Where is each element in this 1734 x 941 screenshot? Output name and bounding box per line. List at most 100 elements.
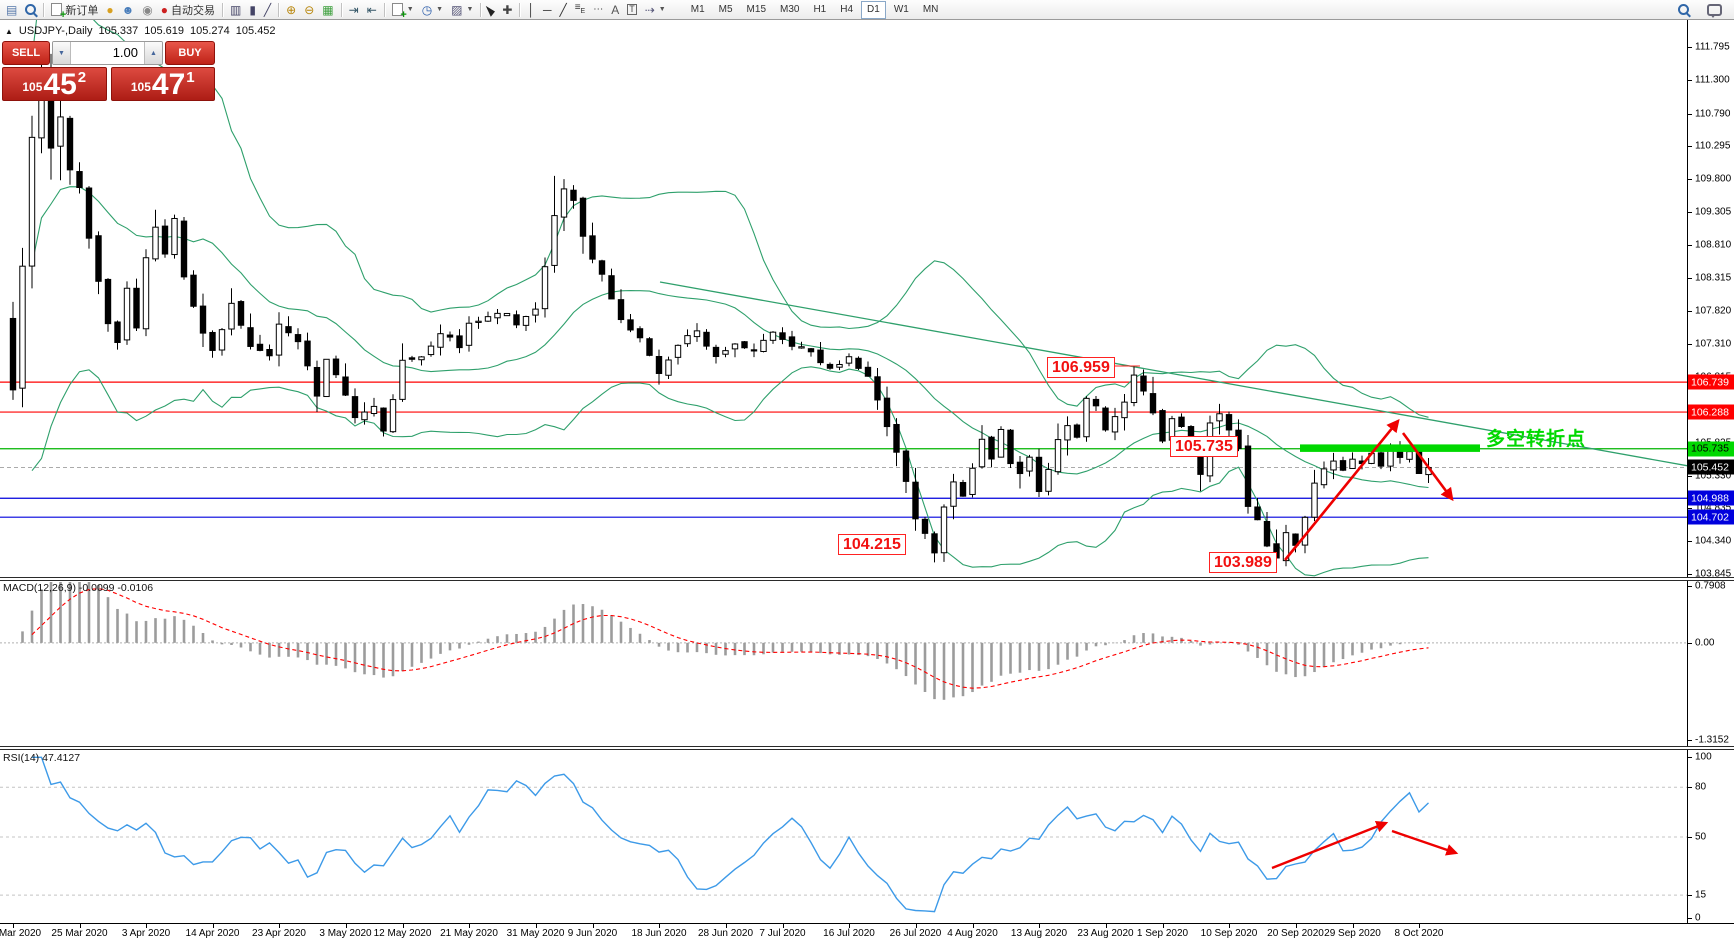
tick bbox=[1688, 212, 1692, 214]
search-window-button[interactable] bbox=[22, 2, 39, 18]
vertical-line-tool-button[interactable]: │ bbox=[524, 2, 538, 18]
text-tool-icon: A bbox=[611, 2, 620, 17]
macd-signal-line bbox=[31, 588, 1429, 689]
candlestick-button[interactable]: ▮ bbox=[246, 2, 259, 18]
tile-windows-icon: ▦ bbox=[322, 2, 334, 17]
sell-price-box[interactable]: 105 45 2 bbox=[2, 67, 107, 101]
volume-input[interactable]: 1.00 bbox=[112, 45, 138, 60]
zoom-in-icon: ⊕ bbox=[286, 2, 297, 17]
date-tick bbox=[1039, 924, 1040, 928]
timeframe-w1[interactable]: W1 bbox=[893, 3, 909, 15]
timeframe-m30[interactable]: M30 bbox=[780, 3, 800, 15]
toolbar-separator bbox=[340, 2, 342, 17]
price-tick-108.315: 108.315 bbox=[1695, 272, 1732, 284]
timeframe-m15[interactable]: M15 bbox=[746, 3, 766, 15]
text-label-tool-button[interactable]: T bbox=[624, 2, 640, 18]
date-label: 29 Sep 2020 bbox=[1324, 928, 1381, 939]
date-label: 3 Apr 2020 bbox=[121, 928, 171, 939]
template-icon: ▨ bbox=[451, 2, 463, 17]
equidistant-channel-tool-button[interactable]: ≡E bbox=[572, 2, 589, 18]
descending-trendline bbox=[659, 281, 1687, 467]
vertical-line-icon: │ bbox=[527, 2, 535, 17]
trendline-icon: ╱ bbox=[559, 2, 567, 17]
toolbar-separator bbox=[480, 2, 482, 17]
tick bbox=[1688, 757, 1692, 758]
volume-increase-button[interactable]: ▲ bbox=[144, 42, 162, 64]
channel-icon: ≡E bbox=[574, 1, 586, 15]
rsi-panel-divider[interactable] bbox=[0, 746, 1734, 750]
rsi-tick-0: 0 bbox=[1695, 912, 1701, 924]
bollinger-lower bbox=[31, 366, 1429, 577]
zoom-in-button[interactable]: ⊕ bbox=[283, 2, 299, 18]
one-click-trading-panel: SELL ▼ 1.00 ▲ BUY 105 45 2 105 47 1 bbox=[2, 41, 215, 101]
trendline-tool-button[interactable]: ╱ bbox=[556, 2, 569, 18]
toolbar-separator bbox=[221, 2, 223, 17]
price-axis[interactable]: 111.795 111.300 110.790 110.295 109.800 109.3… bbox=[1687, 20, 1734, 924]
volume-decrease-button[interactable]: ▼ bbox=[53, 42, 71, 64]
signals-button[interactable]: ◉ bbox=[139, 2, 155, 18]
symbol-header: ▲ USDJPY-,Daily 105.337 105.619 105.274 … bbox=[5, 25, 276, 37]
fibonacci-tool-button[interactable]: ⋯ bbox=[590, 2, 606, 18]
volume-control: ▼ 1.00 ▲ bbox=[52, 41, 163, 65]
rsi-indicator-label: RSI(14) 47.4127 bbox=[3, 752, 81, 764]
new-order-button[interactable]: 新订单 bbox=[48, 2, 101, 21]
zoom-out-icon: ⊖ bbox=[304, 2, 315, 17]
deposit-button[interactable]: ● bbox=[103, 2, 116, 18]
auto-trading-button[interactable]: ● 自动交易 bbox=[158, 2, 218, 18]
sell-price-point: 2 bbox=[77, 69, 87, 86]
chart-price-label-105.735: 105.735 bbox=[1170, 436, 1238, 457]
rsi-line bbox=[32, 756, 1429, 913]
tile-windows-button[interactable]: ▦ bbox=[319, 2, 336, 18]
timeframe-bar: M1 M5 M15 M30 H1 H4 D1 W1 MN bbox=[684, 0, 946, 19]
arrows-tool-icon: ⇢ bbox=[644, 2, 655, 17]
turning-point-zone bbox=[1300, 444, 1480, 452]
price-tick-105.330: 105.330 bbox=[1695, 470, 1732, 482]
date-tick bbox=[1229, 924, 1230, 928]
caret-down-icon: ▼ bbox=[406, 6, 414, 13]
chart-price-label-103.989: 103.989 bbox=[1209, 552, 1277, 573]
crosshair-tool-button[interactable]: ✚ bbox=[499, 2, 515, 18]
horizontal-line-tool-button[interactable]: ─ bbox=[540, 2, 555, 18]
tick bbox=[1688, 475, 1692, 477]
tick bbox=[1688, 541, 1692, 543]
chat-button[interactable] bbox=[1704, 2, 1725, 18]
indicators-button[interactable]: ▼ bbox=[389, 2, 417, 21]
buy-button[interactable]: BUY bbox=[165, 41, 215, 65]
contacts-button[interactable]: ☻ bbox=[119, 2, 138, 18]
date-axis[interactable]: 16 Mar 2020 25 Mar 2020 3 Apr 2020 14 Apr 2… bbox=[0, 923, 1734, 941]
zoom-out-button[interactable]: ⊖ bbox=[301, 2, 317, 18]
price-badge-104.702: 104.702 bbox=[1688, 509, 1734, 525]
date-label: 31 May 2020 bbox=[506, 928, 565, 939]
arrows-tool-button[interactable]: ⇢ ▼ bbox=[642, 2, 669, 18]
line-chart-button[interactable]: ╱ bbox=[261, 2, 274, 18]
timeframe-d1[interactable]: D1 bbox=[861, 0, 886, 19]
bar-chart-button[interactable]: ▥ bbox=[227, 2, 244, 18]
price-tick-107.820: 107.820 bbox=[1695, 305, 1732, 316]
tick bbox=[1688, 79, 1692, 81]
date-tick bbox=[1352, 924, 1354, 928]
timeframe-m5[interactable]: M5 bbox=[718, 3, 733, 15]
auto-trading-label: 自动交易 bbox=[170, 4, 215, 17]
timeframe-h4[interactable]: H4 bbox=[840, 3, 854, 15]
auto-scroll-button[interactable]: ⇥ bbox=[346, 2, 362, 18]
timeframe-m1[interactable]: M1 bbox=[690, 3, 705, 15]
templates-button[interactable]: ▨ ▼ bbox=[448, 2, 476, 18]
chart-canvas[interactable] bbox=[0, 0, 1687, 941]
charts-list-button[interactable]: ▤ bbox=[3, 2, 20, 18]
cursor-tool-button[interactable] bbox=[485, 2, 497, 18]
timeframe-h1[interactable]: H1 bbox=[813, 3, 827, 15]
timeframe-mn[interactable]: MN bbox=[922, 3, 939, 15]
text-tool-button[interactable]: A bbox=[608, 2, 622, 18]
rsi-tick-15: 15 bbox=[1695, 889, 1707, 901]
sell-button[interactable]: SELL bbox=[2, 41, 50, 65]
macd-panel-divider[interactable] bbox=[0, 577, 1734, 581]
search-button[interactable] bbox=[1675, 2, 1692, 18]
date-label: 23 Apr 2020 bbox=[252, 928, 306, 939]
tick bbox=[1688, 146, 1692, 148]
chart-shift-button[interactable]: ⇤ bbox=[364, 2, 380, 18]
ohlc-high: 105.619 bbox=[144, 25, 185, 37]
fibonacci-icon: ⋯ bbox=[593, 3, 604, 15]
periods-button[interactable]: ◷ ▼ bbox=[419, 2, 446, 18]
buy-price-box[interactable]: 105 47 1 bbox=[110, 67, 215, 101]
date-tick bbox=[279, 924, 280, 928]
